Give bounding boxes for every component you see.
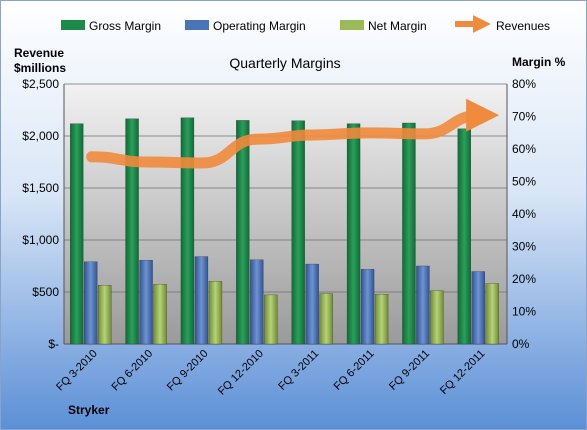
bar-net-margin [208,281,223,345]
right-tick-label: 30% [512,240,536,254]
bar-operating-margin [139,259,153,345]
bar-gross-margin [402,122,416,345]
bar-operating-margin [250,259,264,345]
left-axis-title-line1: Revenue [14,46,64,60]
right-tick-label: 60% [512,142,536,156]
legend-label-net: Net Margin [368,19,427,33]
legend-label-operating: Operating Margin [213,19,306,33]
bar-operating-margin [471,271,485,345]
left-tick-label: $2,500 [22,77,59,91]
legend-label-gross: Gross Margin [89,19,161,33]
footer-company: Stryker [68,403,110,417]
left-tick-label: $1,000 [22,233,59,247]
chart-title: Quarterly Margins [229,55,340,71]
bar-operating-margin [416,265,430,345]
bar-operating-margin [305,263,319,345]
bar-operating-margin [194,256,209,345]
bar-gross-margin [346,123,361,345]
legend-swatch-operating [185,20,209,30]
right-tick-label: 20% [512,272,536,286]
revenues-line [86,98,500,169]
bar-net-margin [430,290,444,345]
left-tick-label: $1,500 [22,181,59,195]
bar-operating-margin [360,269,375,345]
right-tick-label: 40% [512,207,536,221]
left-axis-title-line2: $millions [14,61,66,75]
legend-label-revenues: Revenues [496,19,550,33]
left-tick-label: $500 [32,285,59,299]
bar-net-margin [98,285,112,345]
bar-net-margin [319,293,333,345]
left-tick-label: $2,000 [22,129,59,143]
right-tick-label: 0% [512,337,530,351]
bar-gross-margin [236,120,250,345]
bar-gross-margin [125,118,139,345]
legend: Gross Margin Operating Margin Net Margin… [61,15,550,33]
bar-net-margin [485,283,499,345]
bar-gross-margin [457,128,471,345]
bar-gross-margin [291,120,305,345]
right-tick-label: 50% [512,175,536,189]
legend-swatch-gross [61,20,85,30]
bar-net-margin [264,294,278,345]
bar-gross-margin [180,117,195,345]
bar-operating-margin [84,261,98,345]
legend-swatch-net [340,20,364,30]
right-tick-label: 10% [512,305,536,319]
right-tick-label: 70% [512,110,536,124]
bar-gross-margin [70,123,84,345]
bar-net-margin [153,284,167,345]
right-axis-title: Margin % [512,55,566,69]
left-tick-label: $- [48,337,59,351]
bar-net-margin [374,294,389,345]
right-tick-label: 80% [512,77,536,91]
